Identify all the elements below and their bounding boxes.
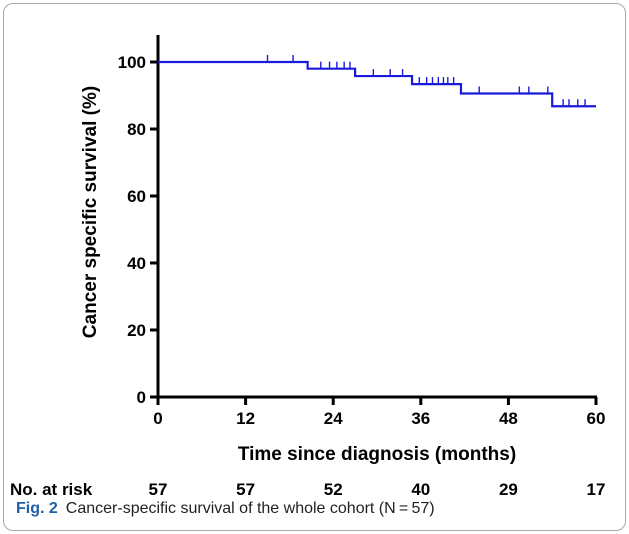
y-tick-label: 80 [127, 120, 146, 139]
figure-frame [3, 3, 626, 531]
y-tick-label: 100 [118, 53, 146, 72]
x-tick-label: 36 [411, 409, 430, 428]
risk-count: 52 [324, 480, 343, 499]
figure-label: Fig. 2 [16, 500, 58, 517]
risk-count: 57 [149, 480, 168, 499]
risk-count: 29 [499, 480, 518, 499]
risk-count: 17 [587, 480, 606, 499]
x-tick-label: 48 [499, 409, 518, 428]
risk-table: 57 57 52 40 29 17 [149, 480, 606, 499]
y-tick-label: 60 [127, 187, 146, 206]
risk-count: 57 [236, 480, 255, 499]
x-tick-label: 24 [324, 409, 343, 428]
risk-table-label: No. at risk [10, 480, 93, 499]
y-tick-label: 20 [127, 321, 146, 340]
x-tick-label: 0 [153, 409, 162, 428]
y-axis-title: Cancer specific survival (%) [80, 86, 101, 338]
figure-caption: Fig. 2 Cancer-specific survival of the wh… [16, 500, 435, 518]
y-tick-label: 40 [127, 254, 146, 273]
chart-ticks: 0 12 24 36 48 60 0 20 40 60 80 100 [118, 53, 606, 428]
x-tick-label: 12 [236, 409, 255, 428]
risk-count: 40 [411, 480, 430, 499]
chart-axes [156, 35, 597, 399]
survival-curve [158, 60, 596, 108]
y-tick-label: 0 [137, 388, 146, 407]
x-tick-label: 60 [587, 409, 606, 428]
chart-series [158, 55, 596, 108]
x-axis-title: Time since diagnosis (months) [238, 444, 516, 465]
caption-text: Cancer-specific survival of the whole co… [65, 500, 435, 517]
